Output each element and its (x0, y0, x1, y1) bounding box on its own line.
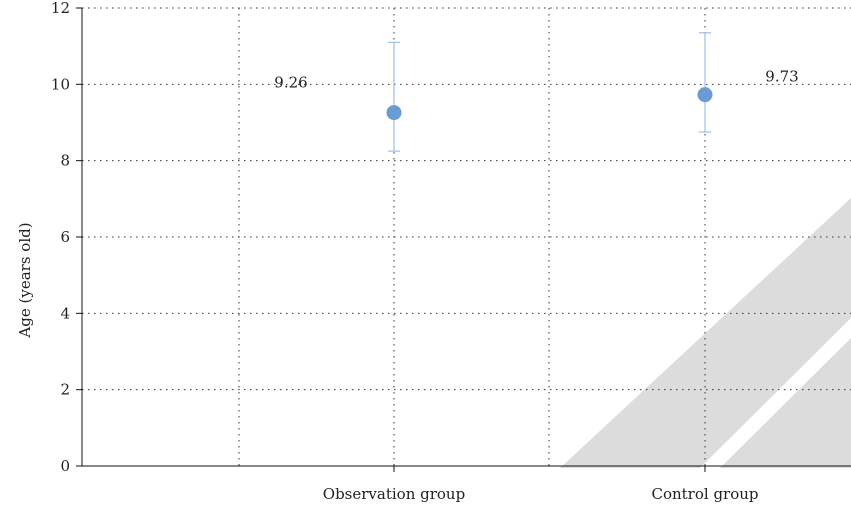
y-tick-label: 10 (51, 75, 70, 93)
y-tick-label: 12 (51, 0, 70, 17)
y-tick-label: 4 (60, 304, 70, 322)
y-tick-labels: 0 2 4 6 8 10 12 (51, 0, 70, 475)
data-labels: 9.26 9.73 (274, 68, 798, 92)
data-point (697, 87, 713, 103)
axes (76, 7, 851, 472)
grid-lines (82, 7, 851, 466)
data-point (386, 105, 402, 121)
x-category-label: Control group (651, 485, 758, 503)
x-category-label: Observation group (323, 485, 465, 503)
y-tick-label: 6 (60, 228, 70, 246)
y-tick-label: 2 (60, 381, 70, 399)
data-points (386, 87, 713, 121)
error-bars (388, 32, 711, 152)
data-value-label: 9.26 (274, 74, 307, 92)
x-category-labels: Observation group Control group (323, 485, 759, 503)
data-value-label: 9.73 (765, 68, 798, 86)
y-tick-label: 8 (60, 152, 70, 170)
y-axis-title: Age (years old) (16, 222, 34, 338)
y-tick-label: 0 (60, 457, 70, 475)
